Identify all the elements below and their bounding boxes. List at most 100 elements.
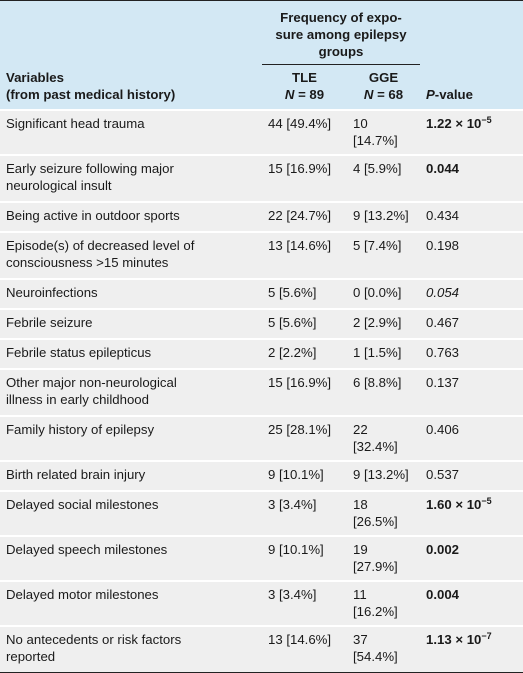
tle-cell: 44 [49.4%]	[262, 109, 347, 155]
table-row: Neuroinfections 5 [5.6%] 0 [0.0%] 0.054	[0, 278, 523, 309]
p-value-text: 1.22 × 10	[426, 116, 482, 131]
gge-cell: 5 [7.4%]	[347, 231, 420, 279]
variable-text: Early seizure following major	[6, 161, 174, 176]
gge-cell: 1 [1.5%]	[347, 338, 420, 369]
table-row: Early seizure following major neurologica…	[0, 154, 523, 202]
header-text: = 89	[294, 87, 325, 102]
tle-cell: 2 [2.2%]	[262, 338, 347, 369]
header-text: = 68	[373, 87, 404, 102]
p-value-cell: 1.22 × 10−5	[420, 109, 523, 155]
gge-cell: 6 [8.8%]	[347, 368, 420, 416]
table-row: Significant head trauma 44 [49.4%] 10 [14.…	[0, 109, 523, 155]
variable-text: Neuroinfections	[6, 285, 98, 300]
variable-text: neurological insult	[6, 178, 112, 193]
header-text: TLE	[292, 70, 317, 85]
variable-text: Delayed motor milestones	[6, 587, 159, 602]
p-value-text: 0.467	[426, 315, 460, 330]
p-value-text: 0.537	[426, 467, 460, 482]
table-row: No antecedents or risk factors reported 13…	[0, 625, 523, 673]
header-text: P	[426, 87, 435, 102]
gge-cell: 9 [13.2%]	[347, 460, 420, 491]
table-row: Other major non-neurological illness in e…	[0, 368, 523, 416]
header-text: GGE	[368, 70, 399, 85]
variable-cell: Febrile status epilepticus	[0, 338, 262, 369]
p-value-cell: 0.137	[420, 368, 523, 416]
p-value-text: 0.434	[426, 208, 460, 223]
variable-cell: Family history of epilepsy	[0, 415, 262, 461]
tle-cell: 15 [16.9%]	[262, 154, 347, 202]
p-value-text: 0.004	[426, 587, 460, 602]
variable-cell: Other major non-neurological illness in e…	[0, 368, 262, 416]
table-row: Febrile seizure 5 [5.6%] 2 [2.9%] 0.467	[0, 308, 523, 339]
p-value-cell: 0.054	[420, 278, 523, 309]
tle-cell: 9 [10.1%]	[262, 460, 347, 491]
p-value-cell: 0.198	[420, 231, 523, 279]
table-row: Febrile status epilepticus 2 [2.2%] 1 [1.5…	[0, 338, 523, 369]
p-value-text: 0.054	[426, 285, 460, 300]
tle-cell: 13 [14.6%]	[262, 231, 347, 279]
tle-cell: 25 [28.1%]	[262, 415, 347, 461]
variable-cell: Delayed motor milestones	[0, 580, 262, 626]
table-row: Being active in outdoor sports 22 [24.7%]…	[0, 201, 523, 232]
header-text: -value	[434, 87, 473, 102]
variable-cell: Significant head trauma	[0, 109, 262, 155]
tle-cell: 3 [3.4%]	[262, 490, 347, 536]
variable-text: consciousness >15 minutes	[6, 255, 169, 270]
variable-text: Family history of epilepsy	[6, 422, 155, 437]
gge-cell: 11 [16.2%]	[347, 580, 420, 626]
header-text: Frequency of expo-	[280, 10, 402, 25]
p-value-cell: 0.467	[420, 308, 523, 339]
variables-header: Variables (from past medical history)	[0, 0, 262, 110]
variable-cell: Being active in outdoor sports	[0, 201, 262, 232]
variable-text: Other major non-neurological	[6, 375, 177, 390]
table-row: Episode(s) of decreased level of consciou…	[0, 231, 523, 279]
p-value-cell: 0.406	[420, 415, 523, 461]
variable-cell: Episode(s) of decreased level of consciou…	[0, 231, 262, 279]
table-row: Delayed social milestones 3 [3.4%] 18 [26.…	[0, 490, 523, 536]
gge-cell: 2 [2.9%]	[347, 308, 420, 339]
p-value-cell: 0.002	[420, 535, 523, 581]
p-value-text: 0.137	[426, 375, 460, 390]
tle-cell: 5 [5.6%]	[262, 308, 347, 339]
table-row: Delayed motor milestones 3 [3.4%] 11 [16.2…	[0, 580, 523, 626]
p-value-text: 0.044	[426, 161, 460, 176]
variable-text: Being active in outdoor sports	[6, 208, 180, 223]
gge-cell: 37 [54.4%]	[347, 625, 420, 673]
variable-text: Episode(s) of decreased level of	[6, 238, 195, 253]
variable-cell: No antecedents or risk factors reported	[0, 625, 262, 673]
variable-text: No antecedents or risk factors	[6, 632, 182, 647]
gge-cell: 18 [26.5%]	[347, 490, 420, 536]
tle-cell: 13 [14.6%]	[262, 625, 347, 673]
p-value-text: 1.60 × 10	[426, 497, 482, 512]
p-value-text: 0.763	[426, 345, 460, 360]
tle-cell: 9 [10.1%]	[262, 535, 347, 581]
p-value-cell: 0.763	[420, 338, 523, 369]
p-value-cell: 0.004	[420, 580, 523, 626]
p-value-cell: 0.044	[420, 154, 523, 202]
variable-text: Significant head trauma	[6, 116, 145, 131]
variable-cell: Febrile seizure	[0, 308, 262, 339]
p-value-cell: 0.537	[420, 460, 523, 491]
gge-cell: 10 [14.7%]	[347, 109, 420, 155]
header-text: N	[284, 87, 295, 102]
variable-text: illness in early childhood	[6, 392, 149, 407]
p-value-text: 0.406	[426, 422, 460, 437]
group-header: Frequency of expo- sure among epilepsy g…	[262, 0, 420, 65]
p-value-cell: 1.60 × 10−5	[420, 490, 523, 536]
variable-cell: Delayed social milestones	[0, 490, 262, 536]
variable-text: Febrile seizure	[6, 315, 93, 330]
tle-header: TLE N = 89	[262, 64, 347, 110]
tle-cell: 3 [3.4%]	[262, 580, 347, 626]
table-row: Delayed speech milestones 9 [10.1%] 19 [27…	[0, 535, 523, 581]
p-value-text: 1.13 × 10	[426, 632, 482, 647]
table-row: Family history of epilepsy 25 [28.1%] 22 […	[0, 415, 523, 461]
gge-cell: 22 [32.4%]	[347, 415, 420, 461]
variable-cell: Early seizure following major neurologica…	[0, 154, 262, 202]
header-text: groups	[318, 44, 364, 59]
variable-text: Delayed speech milestones	[6, 542, 168, 557]
p-value-cell: 1.13 × 10−7	[420, 625, 523, 673]
variable-cell: Birth related brain injury	[0, 460, 262, 491]
gge-cell: 0 [0.0%]	[347, 278, 420, 309]
